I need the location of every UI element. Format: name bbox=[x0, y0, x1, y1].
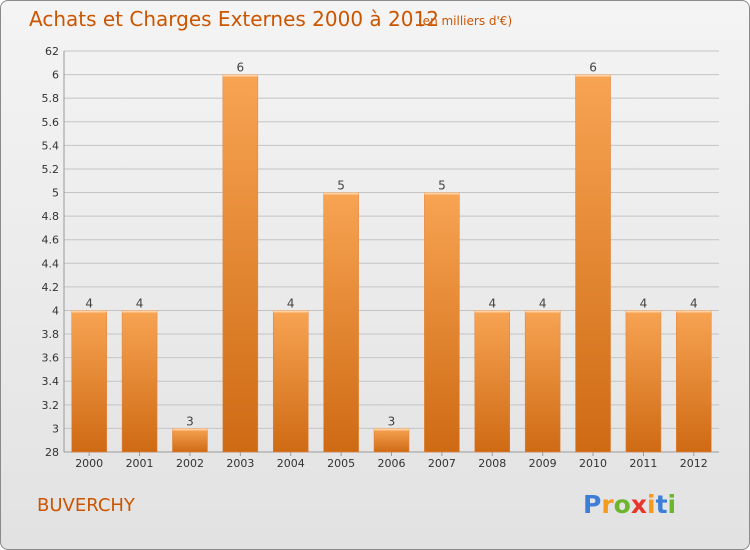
y-tick-label: 3 bbox=[52, 422, 59, 435]
x-tick-label-2008: 2008 bbox=[478, 457, 506, 470]
y-tick-label: 5.6 bbox=[42, 116, 60, 129]
x-tick-label-2011: 2011 bbox=[629, 457, 657, 470]
chart-subtitle: (en milliers d'€) bbox=[418, 14, 513, 28]
logo-letter: r bbox=[601, 490, 614, 519]
bar-2000 bbox=[71, 310, 107, 453]
x-tick-label-2007: 2007 bbox=[428, 457, 456, 470]
bar-2011 bbox=[625, 310, 662, 453]
bar-2002 bbox=[172, 428, 208, 453]
grid-layer bbox=[63, 50, 719, 453]
y-tick-label: 5.4 bbox=[42, 139, 60, 152]
bar-highlight bbox=[273, 310, 309, 313]
bar-highlight bbox=[474, 310, 510, 313]
y-tick-label: 6 bbox=[52, 69, 59, 82]
y-tick-label: 4.2 bbox=[42, 281, 60, 294]
y-axis-ticks: 28 3 3.2 3.4 3.6 3.8 4 4.2 4.4 4.6 4.8 5 5.2 5.4 5.6 5.… bbox=[42, 45, 60, 459]
bar-highlight bbox=[424, 192, 460, 195]
data-label-2005: 5 bbox=[337, 179, 345, 193]
proxiti-logo: Proxiti bbox=[583, 490, 676, 519]
bar-2005 bbox=[323, 192, 359, 453]
y-tick-label: 4.4 bbox=[42, 257, 60, 270]
y-tick-label: 4.8 bbox=[42, 210, 60, 223]
y-tick-label: 5.2 bbox=[42, 163, 60, 176]
data-label-2001: 4 bbox=[136, 296, 144, 310]
chart-title: Achats et Charges Externes 2000 à 2012 bbox=[29, 7, 439, 31]
x-tick-label-2006: 2006 bbox=[378, 457, 406, 470]
data-label-2008: 4 bbox=[488, 296, 496, 310]
bar-highlight bbox=[122, 310, 158, 313]
bar-2004 bbox=[272, 310, 309, 453]
x-tick-label-2002: 2002 bbox=[176, 457, 204, 470]
location-name: BUVERCHY bbox=[37, 495, 135, 516]
data-label-2010: 6 bbox=[589, 61, 597, 75]
logo-letter: o bbox=[613, 490, 631, 519]
logo-letter: x bbox=[630, 490, 647, 519]
bar-highlight bbox=[676, 310, 712, 313]
x-tick-label-2001: 2001 bbox=[126, 457, 154, 470]
logo-letter: i bbox=[667, 490, 677, 519]
logo-letter: P bbox=[583, 490, 602, 519]
data-label-2006: 3 bbox=[388, 414, 396, 428]
y-tick-label: 62 bbox=[45, 45, 59, 58]
bar-highlight bbox=[323, 192, 359, 195]
bars-layer bbox=[71, 74, 712, 453]
data-label-2004: 4 bbox=[287, 296, 295, 310]
x-tick-label-2004: 2004 bbox=[277, 457, 305, 470]
bar-2001 bbox=[121, 310, 158, 453]
x-tick-label-2012: 2012 bbox=[680, 457, 708, 470]
bar-2003 bbox=[222, 74, 259, 453]
bar-highlight bbox=[222, 74, 258, 77]
bar-highlight bbox=[172, 428, 208, 431]
labels-layer: 4 4 3 6 4 5 3 5 4 4 6 4 4 bbox=[85, 61, 697, 429]
bar-2006 bbox=[373, 428, 410, 453]
bar-2012 bbox=[676, 310, 712, 453]
data-label-2002: 3 bbox=[186, 414, 194, 428]
bar-highlight bbox=[374, 428, 409, 431]
logo-letter: i bbox=[647, 490, 656, 519]
x-axis-ticks: 2000 2001 2002 2003 2004 2005 2006 2007 2008 2009… bbox=[75, 452, 708, 470]
bar-2008 bbox=[474, 310, 511, 453]
y-tick-label: 4 bbox=[52, 304, 59, 317]
y-tick-label: 28 bbox=[45, 446, 59, 459]
x-tick-label-2009: 2009 bbox=[529, 457, 557, 470]
data-label-2007: 5 bbox=[438, 179, 446, 193]
bar-highlight bbox=[71, 310, 107, 313]
x-tick-label-2000: 2000 bbox=[75, 457, 103, 470]
data-label-2012: 4 bbox=[690, 296, 698, 310]
bar-2009 bbox=[524, 310, 561, 453]
x-tick-label-2003: 2003 bbox=[226, 457, 254, 470]
bar-highlight bbox=[625, 310, 661, 313]
x-tick-label-2010: 2010 bbox=[579, 457, 607, 470]
logo-letter: t bbox=[655, 490, 668, 519]
data-label-2009: 4 bbox=[539, 296, 547, 310]
y-tick-label: 5 bbox=[52, 187, 59, 200]
bar-highlight bbox=[575, 74, 611, 77]
bar-2007 bbox=[424, 192, 460, 453]
bar-highlight bbox=[525, 310, 561, 313]
y-tick-label: 3.8 bbox=[42, 328, 60, 341]
bar-2010 bbox=[575, 74, 611, 453]
data-label-2011: 4 bbox=[640, 296, 648, 310]
y-tick-label: 5.8 bbox=[42, 92, 60, 105]
data-label-2003: 6 bbox=[237, 61, 245, 75]
y-tick-label: 3.2 bbox=[42, 399, 60, 412]
data-label-2000: 4 bbox=[85, 296, 93, 310]
x-tick-label-2005: 2005 bbox=[327, 457, 355, 470]
y-tick-label: 3.6 bbox=[42, 352, 60, 365]
y-tick-label: 3.4 bbox=[42, 375, 60, 388]
y-tick-label: 4.6 bbox=[42, 234, 60, 247]
